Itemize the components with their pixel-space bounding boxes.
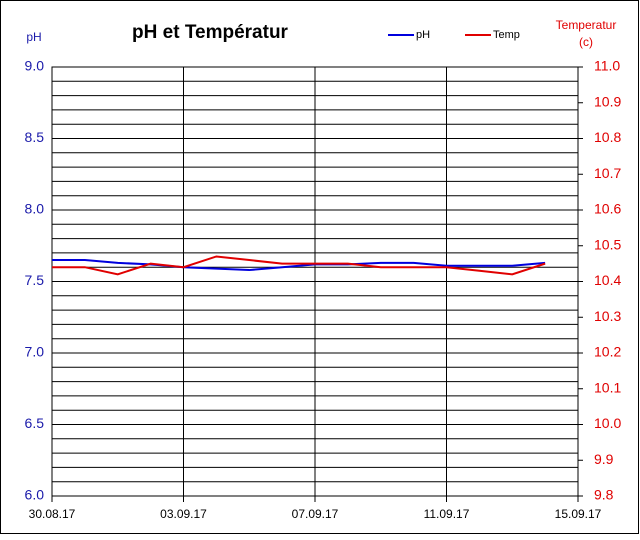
y2-tick-label: 10.3 [594,308,621,324]
y2-tick-label: 9.8 [594,487,614,503]
y2-tick-label: 9.9 [594,451,614,467]
y2-tick-label: 10.1 [594,379,621,395]
y2-tick-label: 11.0 [594,58,620,74]
legend-label: Temp [493,29,520,41]
y2-tick-label: 10.7 [594,165,621,181]
y2-tick-label: 10.9 [594,93,621,109]
y-tick-label: 7.0 [25,344,45,360]
x-tick-label: 11.09.17 [424,507,470,521]
series-line [52,255,546,276]
y2-tick-label: 10.8 [594,129,621,145]
y-tick-label: 8.0 [25,201,45,217]
y-axis-label: pH [26,30,41,44]
y2-tick-label: 10.6 [594,201,621,217]
y2-axis-label: Temperatur [556,18,617,32]
y-tick-label: 6.5 [25,415,45,431]
x-tick-label: 07.09.17 [292,507,339,521]
series-line [52,259,546,272]
x-tick-label: 03.09.17 [160,507,207,521]
y2-tick-label: 10.5 [594,236,621,252]
x-tick-label: 30.08.17 [29,507,76,521]
x-tick-label: 15.09.17 [555,507,602,521]
chart-title: pH et Températur [132,22,289,43]
y-tick-label: 9.0 [25,58,45,74]
y2-tick-label: 10.0 [594,415,621,431]
y2-tick-label: 10.2 [594,344,621,360]
y2-tick-label: 10.4 [594,272,621,288]
y-tick-label: 7.5 [25,272,45,288]
y-tick-label: 8.5 [25,129,45,145]
legend-label: pH [416,29,430,41]
y2-axis-label: (c) [579,35,593,49]
y-tick-label: 6.0 [25,487,45,503]
